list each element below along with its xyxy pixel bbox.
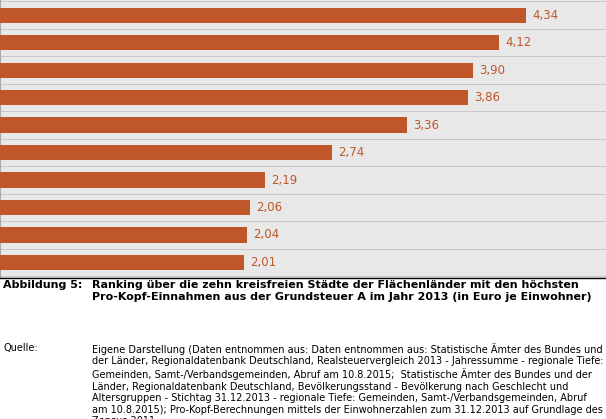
Text: 3,36: 3,36 <box>413 119 439 132</box>
Bar <box>0 200 250 215</box>
Bar <box>0 8 526 23</box>
Text: 2,01: 2,01 <box>250 256 276 269</box>
Text: Ranking über die zehn kreisfreien Städte der Flächenländer mit den höchsten Pro-: Ranking über die zehn kreisfreien Städte… <box>92 280 591 302</box>
Text: 2,74: 2,74 <box>338 146 364 159</box>
Text: 4,12: 4,12 <box>505 36 531 49</box>
Bar <box>0 228 247 243</box>
Text: 3,90: 3,90 <box>479 64 505 77</box>
Text: Abbildung 5:: Abbildung 5: <box>3 280 82 290</box>
Text: Eigene Darstellung (Daten entnommen aus: Daten entnommen aus: Statistische Ämter: Eigene Darstellung (Daten entnommen aus:… <box>92 343 604 419</box>
Text: 2,04: 2,04 <box>253 228 279 241</box>
Bar <box>0 35 499 50</box>
Text: 2,06: 2,06 <box>256 201 282 214</box>
Bar <box>0 62 473 78</box>
Bar <box>0 117 407 132</box>
Bar <box>0 145 332 160</box>
Text: 3,86: 3,86 <box>474 91 500 104</box>
Text: 4,34: 4,34 <box>532 9 558 22</box>
Bar <box>0 255 244 270</box>
Text: 2,19: 2,19 <box>271 173 298 186</box>
Bar <box>0 90 468 105</box>
Text: Quelle:: Quelle: <box>3 343 38 353</box>
Bar <box>0 173 265 188</box>
